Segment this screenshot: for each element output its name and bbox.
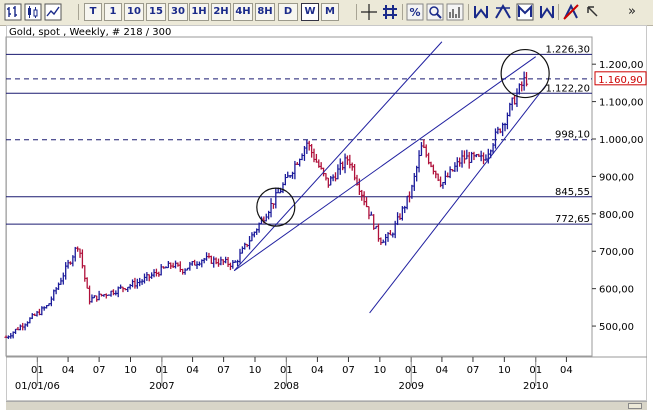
scrollbar-thumb[interactable] <box>628 403 642 409</box>
period-button-2h[interactable]: 2H <box>211 3 231 21</box>
x-tick-label: 10 <box>124 365 137 376</box>
trend-line[interactable] <box>233 41 443 272</box>
toolbar-separator <box>78 4 79 20</box>
level-label: 772,65 <box>555 214 590 225</box>
x-tick-label: 07 <box>342 365 355 376</box>
period-button-10[interactable]: 10 <box>124 3 144 21</box>
x-year-label: 2010 <box>523 381 548 392</box>
period-button-1[interactable]: 1 <box>104 3 122 21</box>
zoom-icon[interactable] <box>426 3 444 21</box>
period-button-15[interactable]: 15 <box>146 3 166 21</box>
highlight-circle[interactable] <box>500 48 550 99</box>
y-tick-label: 500,00 <box>599 322 634 333</box>
y-tick-label: 1.000,00 <box>599 135 644 146</box>
svg-text:%: % <box>409 6 420 19</box>
x-tick-label: 04 <box>436 365 449 376</box>
x-tick-label: 04 <box>311 365 324 376</box>
percent-scale-icon[interactable]: % <box>406 3 424 21</box>
trend-line[interactable] <box>369 84 547 314</box>
arrow-tool-icon[interactable] <box>584 3 602 21</box>
fibonacci-tool-icon[interactable] <box>538 3 556 21</box>
toolbar-separator <box>356 4 357 20</box>
channel-tool-icon[interactable] <box>494 3 512 21</box>
y-tick-label: 800,00 <box>599 210 634 221</box>
x-tick-label: 04 <box>186 365 199 376</box>
volume-icon[interactable] <box>446 3 464 21</box>
period-button-4h[interactable]: 4H <box>233 3 253 21</box>
chart-title: Gold, spot , Weekly, # 218 / 300 <box>9 27 172 38</box>
y-tick-label: 700,00 <box>599 247 634 258</box>
x-year-label: 2008 <box>274 381 299 392</box>
x-tick-label: 04 <box>560 365 573 376</box>
y-tick-label: 1.100,00 <box>599 98 644 109</box>
candlestick-chart-icon[interactable] <box>24 3 42 21</box>
grid-icon[interactable] <box>381 3 399 21</box>
x-year-label: 2007 <box>149 381 174 392</box>
x-tick-label: 07 <box>93 365 106 376</box>
line-chart-icon[interactable] <box>44 3 62 21</box>
period-button-30[interactable]: 30 <box>168 3 188 21</box>
x-year-label: 2009 <box>398 381 423 392</box>
period-button-m[interactable]: M <box>321 3 339 21</box>
toolbar: T 1 10 15 30 1H 2H 4H 8H D W M% » <box>0 0 653 26</box>
x-tick-label: 10 <box>498 365 511 376</box>
toolbar-overflow-button[interactable]: » <box>628 4 636 19</box>
level-label: 1.226,30 <box>545 44 590 55</box>
toolbar-separator <box>402 4 403 20</box>
bar-chart-icon[interactable] <box>4 3 22 21</box>
period-button-d[interactable]: D <box>278 3 298 21</box>
x-tick-label: 10 <box>373 365 386 376</box>
crosshair-icon[interactable] <box>360 3 378 21</box>
x-year-label: 01/01/06 <box>15 381 60 392</box>
trend-line[interactable] <box>233 56 537 272</box>
level-label: 998,10 <box>555 130 590 141</box>
y-tick-label: 900,00 <box>599 172 634 183</box>
x-tick-label: 07 <box>467 365 480 376</box>
period-button-8h[interactable]: 8H <box>255 3 275 21</box>
x-tick-label: 07 <box>217 365 230 376</box>
period-button-w[interactable]: W <box>301 3 319 21</box>
toolbar-separator <box>468 4 469 20</box>
period-button-t[interactable]: T <box>84 3 102 21</box>
y-tick-label: 1.200,00 <box>599 60 644 71</box>
toolbar-separator <box>558 4 559 20</box>
no-drawing-icon[interactable] <box>562 3 580 21</box>
current-price-label: 1.160,90 <box>598 75 643 86</box>
x-tick-label: 10 <box>249 365 262 376</box>
trend-tool-icon[interactable] <box>472 3 490 21</box>
level-label: 1.122,20 <box>545 83 590 94</box>
y-tick-label: 600,00 <box>599 285 634 296</box>
highlight-circle[interactable] <box>256 187 296 227</box>
level-label: 845,55 <box>555 187 590 198</box>
cycle-tool-icon[interactable] <box>516 3 534 21</box>
x-tick-label: 04 <box>62 365 75 376</box>
current-price-marker <box>594 71 647 86</box>
period-button-1h[interactable]: 1H <box>189 3 209 21</box>
